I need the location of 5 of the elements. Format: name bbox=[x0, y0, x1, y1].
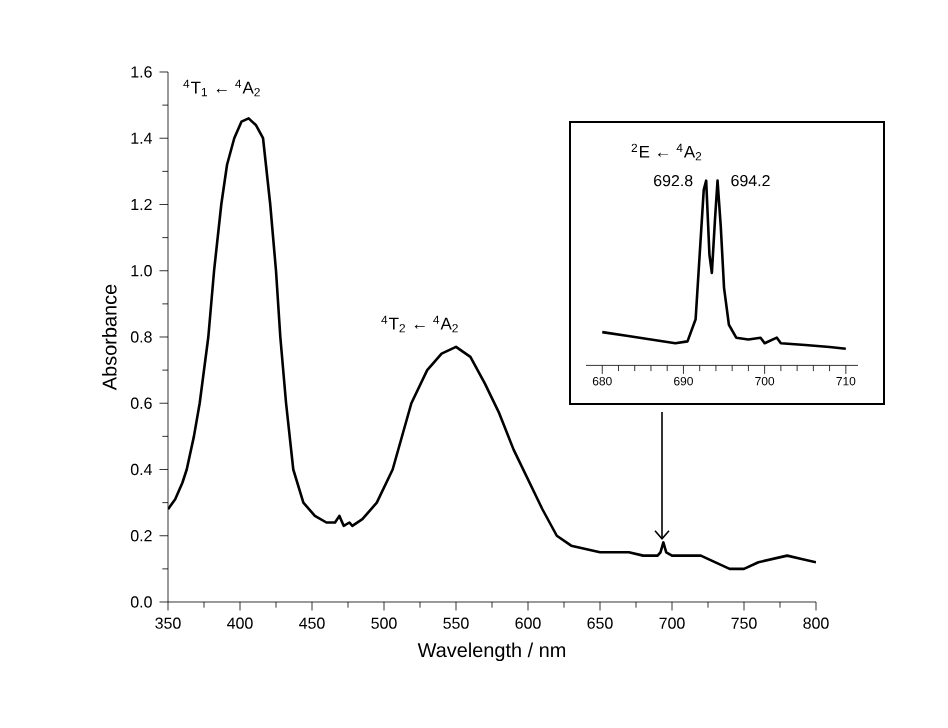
y-axis-title: Absorbance bbox=[101, 284, 117, 391]
annotation: $^{4}$T$_{1}$ ← $^{4}$A$_{2}$ bbox=[183, 79, 260, 97]
annotation: $^{4}$T$_{2}$ ← $^{4}$A$_{2}$ bbox=[381, 315, 458, 333]
x-axis-title: Wavelength / nm bbox=[417, 642, 566, 662]
annotation: $^{2}$E ← $^{4}$A$_{2}$ bbox=[631, 143, 702, 161]
